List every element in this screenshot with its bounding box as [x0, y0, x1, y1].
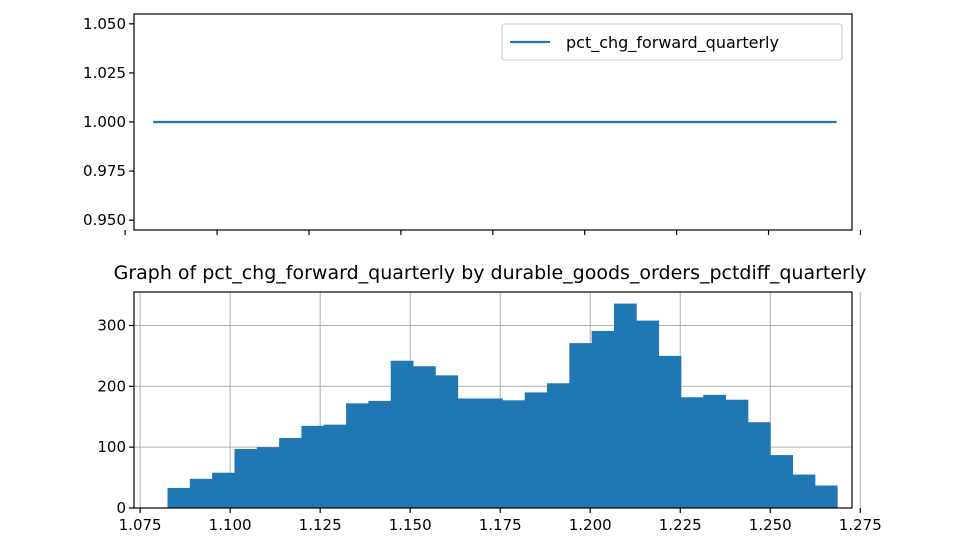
- top-plot-frame: [133, 13, 853, 231]
- histogram-bar: [368, 400, 392, 508]
- top-y-tick-label: 1.050: [83, 15, 126, 33]
- legend-box: [501, 23, 843, 61]
- histogram-bar: [770, 455, 793, 508]
- histogram-bar: [591, 330, 615, 508]
- histogram-bar: [792, 474, 816, 508]
- histogram-bar: [814, 485, 838, 508]
- bottom-y-tick-label: 0: [116, 499, 126, 517]
- bottom-x-tick-label: 1.150: [389, 516, 432, 534]
- top-y-tick-label: 0.975: [83, 162, 126, 180]
- bottom-y-axis: 0 100 200 300: [97, 316, 134, 517]
- histogram-bar: [457, 398, 481, 508]
- histogram-bar: [636, 320, 660, 508]
- histogram-bar: [747, 422, 771, 508]
- bottom-y-tick-label: 100: [97, 438, 126, 456]
- bottom-x-tick-label: 1.225: [659, 516, 702, 534]
- histogram-bar: [323, 424, 347, 508]
- bottom-x-tick-label: 1.100: [209, 516, 252, 534]
- histogram-bar: [613, 303, 637, 508]
- bottom-plot-frame: [133, 291, 853, 509]
- bottom-y-tick-label: 200: [97, 377, 126, 395]
- histogram-bar: [680, 397, 704, 508]
- histogram-bar: [480, 398, 503, 508]
- histogram-bar: [435, 375, 459, 508]
- histogram-bars: [167, 303, 838, 508]
- bottom-x-tick-label: 1.275: [839, 516, 882, 534]
- top-y-tick-label: 1.000: [83, 113, 126, 131]
- chart-title: Graph of pct_chg_forward_quarterly by du…: [114, 262, 867, 284]
- histogram-bar: [279, 438, 302, 508]
- histogram-bar: [189, 478, 213, 508]
- histogram-bar: [703, 394, 727, 508]
- histogram-bar: [346, 403, 369, 508]
- histogram-bar: [658, 355, 682, 508]
- bottom-x-tick-label: 1.250: [749, 516, 792, 534]
- histogram-bar: [167, 487, 191, 508]
- top-y-axis: 1.050 1.025 1.000 0.975 0.950: [83, 15, 134, 229]
- histogram-bar: [234, 448, 258, 508]
- bottom-x-tick-label: 1.075: [119, 516, 162, 534]
- bottom-y-tick-label: 300: [97, 316, 126, 334]
- histogram-bar: [547, 383, 570, 508]
- bottom-x-axis: 1.075 1.100 1.125 1.150 1.175 1.200 1.225 1.250…: [119, 508, 882, 534]
- bottom-x-tick-label: 1.125: [299, 516, 342, 534]
- histogram-bar: [524, 392, 548, 508]
- top-x-axis-ticks: [124, 230, 862, 235]
- histogram-bar: [390, 360, 414, 508]
- top-line-chart: 1.050 1.025 1.000 0.975 0.950 pct_chg_forwar…: [83, 13, 862, 235]
- histogram-bar: [256, 447, 280, 508]
- histogram-bar: [301, 425, 325, 508]
- histogram-bar: [725, 399, 749, 508]
- histogram-bar: [212, 472, 235, 508]
- bottom-histogram-chart: Graph of pct_chg_forward_quarterly by du…: [97, 262, 881, 534]
- histogram-bar: [502, 400, 526, 508]
- bottom-x-tick-label: 1.200: [569, 516, 612, 534]
- histogram-bar: [569, 343, 593, 508]
- legend-entry-label: pct_chg_forward_quarterly: [566, 33, 779, 53]
- bottom-x-tick-label: 1.175: [479, 516, 522, 534]
- histogram-bar: [413, 366, 436, 508]
- top-y-tick-label: 0.950: [83, 211, 126, 229]
- legend: pct_chg_forward_quarterly: [501, 23, 843, 61]
- top-y-tick-label: 1.025: [83, 64, 126, 82]
